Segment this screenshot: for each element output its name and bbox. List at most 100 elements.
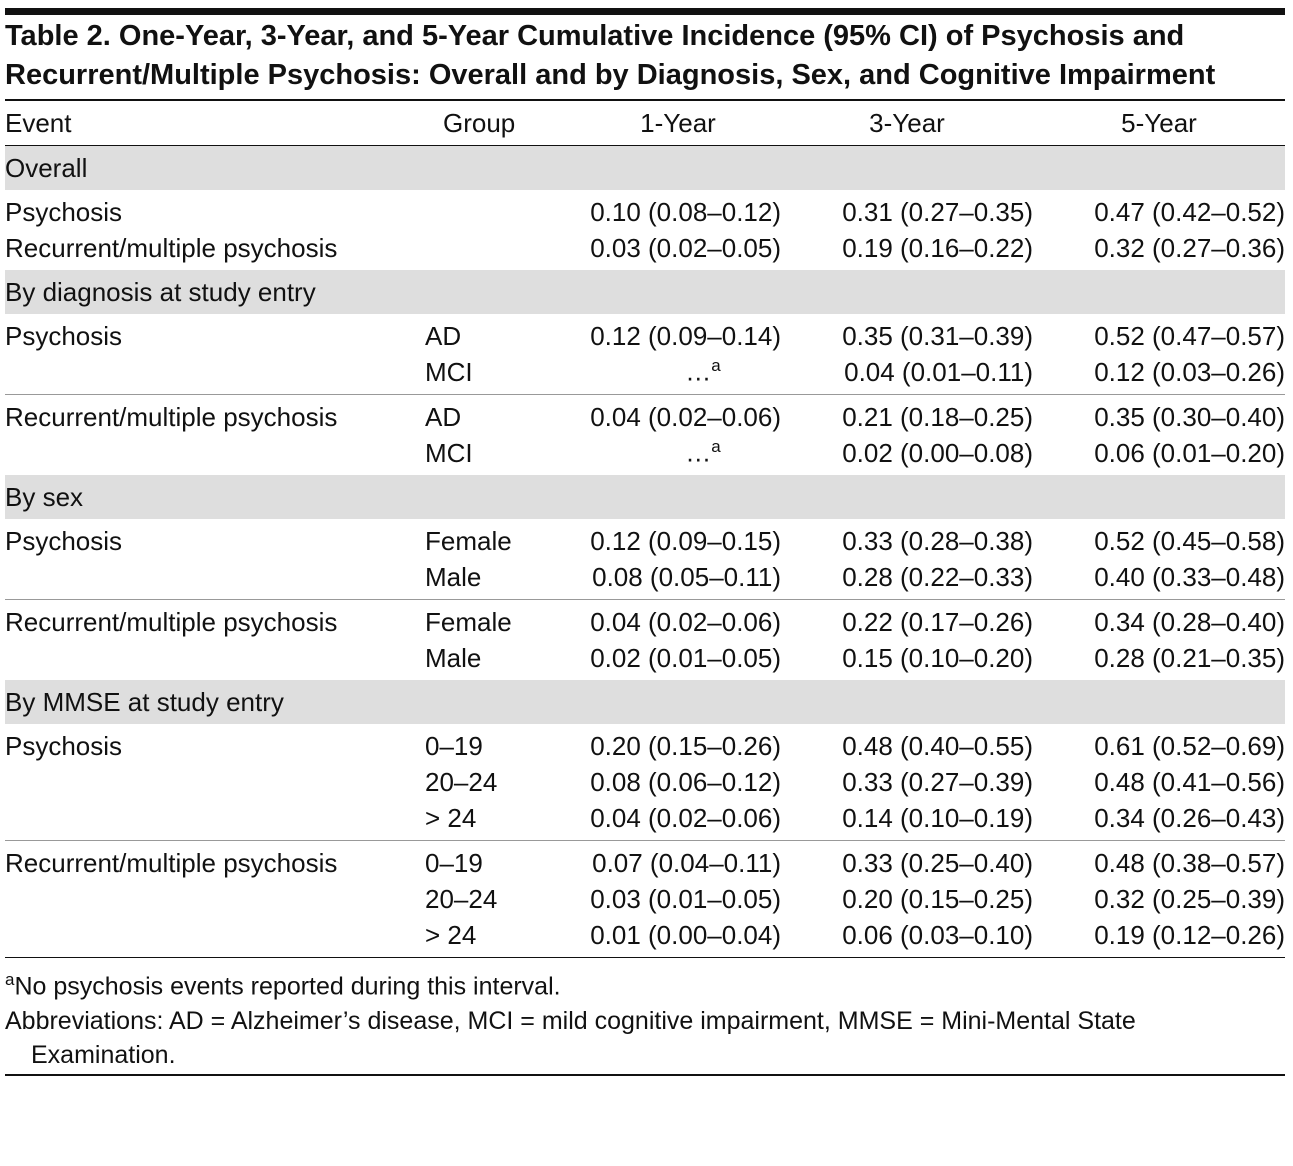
data-row: MCI …a 0.02 (0.00–0.08) 0.06 (0.01–0.20)	[5, 435, 1285, 475]
event-cell: Psychosis	[5, 196, 123, 227]
value-cell: 0.12 (0.03–0.26)	[1033, 354, 1285, 395]
value-cell: 0.48 (0.41–0.56)	[1094, 766, 1285, 797]
column-header: 3-Year	[781, 101, 1033, 146]
value-cell: 0.48 (0.38–0.57)	[1094, 847, 1285, 878]
value-cell: 0.19 (0.12–0.26)	[1033, 917, 1285, 958]
value-cell: 0.40 (0.33–0.48)	[1033, 559, 1285, 600]
footnote: Abbreviations: AD = Alzheimer’s disease,…	[5, 1004, 1285, 1072]
value-cell: 0.07 (0.04–0.11)	[592, 847, 781, 878]
event-cell: Psychosis	[5, 730, 123, 761]
section-row: Overall	[5, 145, 1285, 190]
footnote-text: No psychosis events reported during this…	[14, 972, 561, 1001]
value-cell: 0.48 (0.40–0.55)	[842, 730, 1033, 761]
value-cell: 0.04 (0.02–0.06)	[575, 800, 781, 841]
section-title: By diagnosis at study entry	[5, 270, 1285, 314]
value-cell: 0.12 (0.09–0.14)	[590, 320, 781, 351]
data-row: Male 0.08 (0.05–0.11) 0.28 (0.22–0.33) 0.40…	[5, 559, 1285, 600]
value-cell: 0.22 (0.17–0.26)	[842, 606, 1033, 637]
value-cell: 0.34 (0.28–0.40)	[1094, 606, 1285, 637]
value-cell: 0.35 (0.31–0.39)	[842, 320, 1033, 351]
value-cell: 0.04 (0.01–0.11)	[781, 354, 1033, 395]
event-cell	[5, 917, 425, 958]
event-cell: Recurrent/multiple psychosis	[5, 606, 338, 637]
group-cell: Female	[425, 606, 512, 637]
value-cell: 0.20 (0.15–0.26)	[590, 730, 781, 761]
footnote: aNo psychosis events reported during thi…	[5, 962, 1285, 1004]
group-cell: 20–24	[425, 766, 498, 797]
value-cell: 0.12 (0.09–0.15)	[590, 525, 781, 556]
column-header: Group	[425, 101, 575, 146]
value-cell: 0.03 (0.02–0.05)	[590, 232, 781, 263]
value-cell: 0.15 (0.10–0.20)	[842, 642, 1033, 673]
column-header: Event	[5, 101, 425, 146]
data-row: 20–24 0.08 (0.06–0.12) 0.33 (0.27–0.39) 0.4…	[5, 764, 1285, 800]
section-row: By diagnosis at study entry	[5, 270, 1285, 314]
section-title: By sex	[5, 475, 1285, 519]
table-title: Table 2. One-Year, 3-Year, and 5-Year Cu…	[5, 15, 1285, 101]
event-cell	[5, 764, 425, 800]
value-cell: 0.52 (0.45–0.58)	[1094, 525, 1285, 556]
event-cell: Psychosis	[5, 525, 123, 556]
value-cell: 0.08 (0.06–0.12)	[590, 766, 781, 797]
group-cell: > 24	[425, 917, 575, 958]
value-cell: 0.02 (0.01–0.05)	[590, 642, 781, 673]
group-cell: 0–19	[425, 847, 483, 878]
value-cell: 0.10 (0.08–0.12)	[590, 196, 781, 227]
value-cell: 0.47 (0.42–0.52)	[1094, 196, 1285, 227]
top-rule	[5, 8, 1285, 15]
data-row: Psychosis 0.10 (0.08–0.12) 0.31 (0.27–0.35…	[5, 190, 1285, 230]
table-figure: Table 2. One-Year, 3-Year, and 5-Year Cu…	[5, 8, 1285, 1077]
value-cell: 0.06 (0.03–0.10)	[781, 917, 1033, 958]
column-header: 5-Year	[1033, 101, 1285, 146]
value-cell: 0.19 (0.16–0.22)	[842, 232, 1033, 263]
group-cell	[425, 190, 575, 230]
group-cell: > 24	[425, 800, 575, 841]
footnote-mark: a	[711, 356, 721, 376]
event-cell	[5, 559, 425, 600]
data-row: Recurrent/multiple psychosis 0–19 0.07 (0.…	[5, 841, 1285, 882]
value-cell: 0.32 (0.25–0.39)	[1094, 883, 1285, 914]
value-cell: 0.14 (0.10–0.19)	[781, 800, 1033, 841]
group-cell: 20–24	[425, 883, 498, 914]
value-cell: 0.02 (0.00–0.08)	[842, 437, 1033, 468]
data-row: Psychosis 0–19 0.20 (0.15–0.26) 0.48 (0.40–…	[5, 724, 1285, 764]
header-row: Event Group 1-Year 3-Year 5-Year	[5, 101, 1285, 146]
footnote-mark: a	[711, 437, 721, 457]
value-cell: 0.03 (0.01–0.05)	[590, 883, 781, 914]
value-cell: 0.21 (0.18–0.25)	[842, 401, 1033, 432]
value-cell: 0.01 (0.00–0.04)	[575, 917, 781, 958]
section-row: By sex	[5, 475, 1285, 519]
data-row: Recurrent/multiple psychosis Female 0.04 (…	[5, 600, 1285, 641]
event-cell: Recurrent/multiple psychosis	[5, 232, 338, 263]
section-row: By MMSE at study entry	[5, 680, 1285, 724]
value-cell: 0.20 (0.15–0.25)	[842, 883, 1033, 914]
event-cell: Recurrent/multiple psychosis	[5, 401, 338, 432]
table: Event Group 1-Year 3-Year 5-Year Overall Psyc…	[5, 101, 1285, 958]
section-title: Overall	[5, 145, 1285, 190]
data-row: Recurrent/multiple psychosis AD 0.04 (0.02…	[5, 395, 1285, 436]
data-row: > 24 0.04 (0.02–0.06) 0.14 (0.10–0.19) 0.34…	[5, 800, 1285, 841]
group-cell: MCI	[425, 354, 575, 395]
group-cell: MCI	[425, 437, 473, 468]
group-cell: Male	[425, 559, 575, 600]
group-cell: AD	[425, 320, 462, 351]
value-cell: …a	[575, 435, 781, 475]
event-cell	[5, 640, 425, 680]
ellipsis: …	[685, 356, 712, 387]
event-cell	[5, 800, 425, 841]
group-cell: AD	[425, 401, 462, 432]
value-cell: 0.31 (0.27–0.35)	[842, 196, 1033, 227]
event-cell: Psychosis	[5, 320, 123, 351]
value-cell: 0.28 (0.22–0.33)	[781, 559, 1033, 600]
value-cell: 0.33 (0.27–0.39)	[842, 766, 1033, 797]
group-cell: Male	[425, 642, 482, 673]
data-row: Psychosis Female 0.12 (0.09–0.15) 0.33 (0.2…	[5, 519, 1285, 559]
value-cell: 0.52 (0.47–0.57)	[1094, 320, 1285, 351]
value-cell: 0.33 (0.28–0.38)	[842, 525, 1033, 556]
footnote-text: Abbreviations: AD = Alzheimer’s disease,…	[5, 1007, 1136, 1070]
value-cell: 0.04 (0.02–0.06)	[590, 606, 781, 637]
data-row: Male 0.02 (0.01–0.05) 0.15 (0.10–0.20) 0.28…	[5, 640, 1285, 680]
event-cell	[5, 354, 425, 395]
column-header: 1-Year	[575, 101, 781, 146]
